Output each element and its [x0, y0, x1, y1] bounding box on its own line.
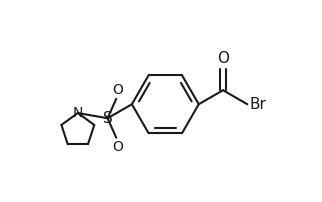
Text: O: O	[217, 51, 229, 66]
Text: O: O	[112, 83, 123, 97]
Text: S: S	[103, 111, 112, 126]
Text: N: N	[73, 106, 83, 120]
Text: Br: Br	[250, 97, 266, 112]
Text: O: O	[112, 140, 123, 154]
